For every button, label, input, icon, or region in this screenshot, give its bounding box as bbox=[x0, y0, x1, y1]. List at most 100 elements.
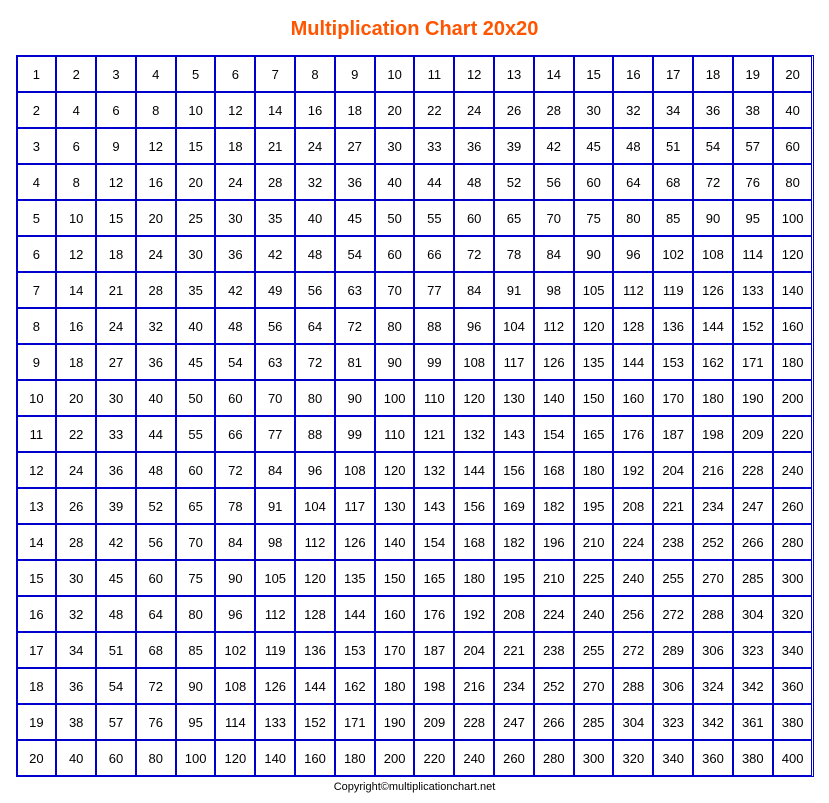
table-cell: 170 bbox=[375, 632, 415, 668]
table-cell: 70 bbox=[255, 380, 295, 416]
table-cell: 60 bbox=[136, 560, 176, 596]
table-cell: 63 bbox=[335, 272, 375, 308]
table-cell: 45 bbox=[574, 128, 614, 164]
table-cell: 252 bbox=[534, 668, 574, 704]
table-cell: 160 bbox=[295, 740, 335, 776]
table-cell: 32 bbox=[136, 308, 176, 344]
table-cell: 119 bbox=[653, 272, 693, 308]
table-cell: 144 bbox=[295, 668, 335, 704]
table-cell: 126 bbox=[255, 668, 295, 704]
table-cell: 104 bbox=[295, 488, 335, 524]
table-cell: 156 bbox=[454, 488, 494, 524]
table-cell: 162 bbox=[335, 668, 375, 704]
table-cell: 108 bbox=[454, 344, 494, 380]
table-cell: 6 bbox=[56, 128, 96, 164]
table-cell: 168 bbox=[534, 452, 574, 488]
table-cell: 285 bbox=[574, 704, 614, 740]
table-cell: 190 bbox=[733, 380, 773, 416]
table-cell: 240 bbox=[773, 452, 813, 488]
table-cell: 65 bbox=[176, 488, 216, 524]
table-cell: 2 bbox=[17, 92, 57, 128]
table-cell: 50 bbox=[176, 380, 216, 416]
table-cell: 165 bbox=[574, 416, 614, 452]
table-cell: 44 bbox=[414, 164, 454, 200]
table-cell: 225 bbox=[574, 560, 614, 596]
table-cell: 56 bbox=[255, 308, 295, 344]
table-cell: 20 bbox=[375, 92, 415, 128]
table-cell: 42 bbox=[255, 236, 295, 272]
table-cell: 12 bbox=[17, 452, 57, 488]
table-cell: 40 bbox=[56, 740, 96, 776]
table-cell: 132 bbox=[414, 452, 454, 488]
table-cell: 10 bbox=[375, 56, 415, 92]
table-cell: 195 bbox=[494, 560, 534, 596]
table-cell: 14 bbox=[17, 524, 57, 560]
table-cell: 240 bbox=[574, 596, 614, 632]
table-cell: 70 bbox=[375, 272, 415, 308]
table-cell: 198 bbox=[414, 668, 454, 704]
table-cell: 130 bbox=[494, 380, 534, 416]
table-cell: 28 bbox=[56, 524, 96, 560]
table-cell: 360 bbox=[693, 740, 733, 776]
table-cell: 12 bbox=[56, 236, 96, 272]
table-cell: 170 bbox=[653, 380, 693, 416]
table-cell: 60 bbox=[375, 236, 415, 272]
table-cell: 104 bbox=[494, 308, 534, 344]
table-cell: 28 bbox=[255, 164, 295, 200]
table-cell: 180 bbox=[574, 452, 614, 488]
table-cell: 182 bbox=[494, 524, 534, 560]
table-cell: 57 bbox=[96, 704, 136, 740]
table-cell: 140 bbox=[773, 272, 813, 308]
table-cell: 42 bbox=[534, 128, 574, 164]
table-cell: 40 bbox=[375, 164, 415, 200]
table-cell: 210 bbox=[574, 524, 614, 560]
table-cell: 120 bbox=[454, 380, 494, 416]
table-cell: 96 bbox=[295, 452, 335, 488]
table-cell: 24 bbox=[56, 452, 96, 488]
table-cell: 72 bbox=[693, 164, 733, 200]
table-cell: 42 bbox=[215, 272, 255, 308]
table-cell: 135 bbox=[335, 560, 375, 596]
table-cell: 108 bbox=[215, 668, 255, 704]
table-cell: 2 bbox=[56, 56, 96, 92]
table-cell: 16 bbox=[295, 92, 335, 128]
table-cell: 135 bbox=[574, 344, 614, 380]
table-cell: 133 bbox=[255, 704, 295, 740]
table-cell: 190 bbox=[375, 704, 415, 740]
table-cell: 260 bbox=[494, 740, 534, 776]
table-cell: 48 bbox=[613, 128, 653, 164]
table-cell: 144 bbox=[454, 452, 494, 488]
table-cell: 12 bbox=[454, 56, 494, 92]
table-cell: 24 bbox=[295, 128, 335, 164]
table-cell: 110 bbox=[414, 380, 454, 416]
table-cell: 36 bbox=[96, 452, 136, 488]
table-cell: 234 bbox=[693, 488, 733, 524]
table-cell: 26 bbox=[494, 92, 534, 128]
table-cell: 192 bbox=[454, 596, 494, 632]
table-cell: 80 bbox=[773, 164, 813, 200]
table-cell: 247 bbox=[494, 704, 534, 740]
table-cell: 34 bbox=[653, 92, 693, 128]
table-cell: 36 bbox=[693, 92, 733, 128]
table-cell: 80 bbox=[176, 596, 216, 632]
table-cell: 187 bbox=[414, 632, 454, 668]
table-cell: 105 bbox=[574, 272, 614, 308]
table-cell: 30 bbox=[375, 128, 415, 164]
table-cell: 8 bbox=[295, 56, 335, 92]
table-cell: 180 bbox=[773, 344, 813, 380]
table-cell: 136 bbox=[295, 632, 335, 668]
table-cell: 255 bbox=[653, 560, 693, 596]
table-cell: 42 bbox=[96, 524, 136, 560]
table-cell: 54 bbox=[335, 236, 375, 272]
table-cell: 40 bbox=[176, 308, 216, 344]
table-cell: 380 bbox=[773, 704, 813, 740]
table-cell: 32 bbox=[56, 596, 96, 632]
table-cell: 105 bbox=[255, 560, 295, 596]
table-cell: 84 bbox=[454, 272, 494, 308]
table-cell: 7 bbox=[17, 272, 57, 308]
table-cell: 56 bbox=[136, 524, 176, 560]
table-cell: 126 bbox=[693, 272, 733, 308]
table-cell: 9 bbox=[17, 344, 57, 380]
table-cell: 85 bbox=[653, 200, 693, 236]
table-cell: 272 bbox=[653, 596, 693, 632]
